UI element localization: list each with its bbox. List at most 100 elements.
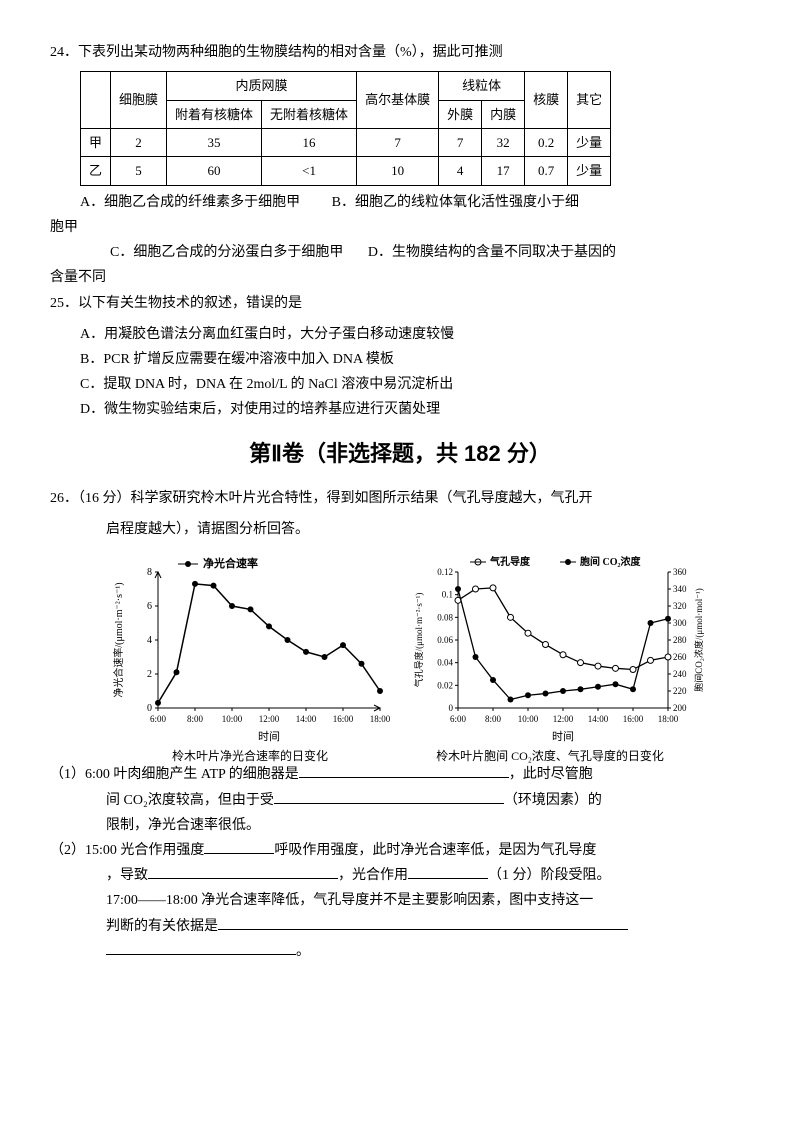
blank[interactable] [106,954,296,955]
sub2-l2a: ，导致 [106,868,148,883]
cell: 4 [439,157,482,185]
q24-opt-d: D．生物膜结构的含量不同取决于基因的 [368,245,616,260]
cell: <1 [262,157,357,185]
chart-1-caption: 柃木叶片净光合速率的日变化 [110,746,390,768]
q26-sub2-line3: 17:00——18:00 净光合速率降低，气孔导度并不是主要影响因素，图中支持这… [106,888,750,913]
svg-text:气孔导度/(μmol·m⁻²·s⁻¹): 气孔导度/(μmol·m⁻²·s⁻¹) [413,593,424,688]
blank[interactable] [408,878,488,879]
q24-options-row2: C．细胞乙合成的分泌蛋白多于细胞甲 D．生物膜结构的含量不同取决于基因的 [110,240,750,265]
cell: 附着有核糖体 [167,100,262,128]
chart-2: 00.020.040.060.080.10.122002202402602803… [410,552,690,752]
svg-text:气孔导度: 气孔导度 [489,555,531,568]
svg-text:320: 320 [673,601,687,611]
chart-2-caption: 柃木叶片胞间 CO₂浓度、气孔导度的日变化 [410,746,690,768]
svg-text:4: 4 [147,635,152,646]
blank[interactable] [204,853,274,854]
blank[interactable] [218,929,628,930]
cell: 高尔基体膜 [357,72,439,129]
cell: 细胞膜 [111,72,167,129]
cell: 0.2 [525,128,568,156]
q24-options-row1: A．细胞乙合成的纤维素多于细胞甲 B．细胞乙的线粒体氧化活性强度小于细 [80,190,750,215]
svg-text:净光合速率: 净光合速率 [203,556,258,570]
svg-text:240: 240 [673,669,687,679]
svg-text:0: 0 [449,703,454,713]
q24-table: 细胞膜 内质网膜 高尔基体膜 线粒体 核膜 其它 附着有核糖体 无附着核糖体 外… [80,71,611,186]
q26-sub1-line2: 间 CO₂浓度较高，但由于受 （环境因素）的 [106,788,750,813]
q26-stem-line2: 启程度越大），请据图分析回答。 [106,517,750,542]
cell: 线粒体 [439,72,525,100]
cell: 2 [111,128,167,156]
cell: 32 [482,128,525,156]
q26-stem-line1: 26．（16 分）科学家研究柃木叶片光合特性，得到如图所示结果（气孔导度越大，气… [50,486,750,511]
svg-text:净光合速率/(μmol·m⁻²·s⁻¹): 净光合速率/(μmol·m⁻²·s⁻¹) [112,583,125,698]
table-row: 细胞膜 内质网膜 高尔基体膜 线粒体 核膜 其它 [81,72,611,100]
svg-text:0.04: 0.04 [437,658,453,668]
sub2-lead: （2）15:00 光合作用强度 [50,843,204,858]
cell: 核膜 [525,72,568,129]
cell: 内膜 [482,100,525,128]
q24-stem: 24．下表列出某动物两种细胞的生物膜结构的相对含量（%），据此可推测 [50,40,750,65]
q26-sub2-line5: 。 [106,939,750,964]
svg-text:360: 360 [673,567,687,577]
svg-text:10:00: 10:00 [518,714,539,724]
svg-text:2: 2 [147,669,152,680]
q26-sub1-line3: 限制，净光合速率很低。 [106,813,750,838]
svg-text:16:00: 16:00 [623,714,644,724]
sub1-l2a: 间 CO₂浓度较高，但由于受 [106,793,274,808]
svg-text:200: 200 [673,703,687,713]
charts-container: 024686:008:0010:0012:0014:0016:0018:00时间… [50,552,750,752]
svg-text:0.12: 0.12 [437,567,453,577]
chart-1: 024686:008:0010:0012:0014:0016:0018:00时间… [110,552,390,752]
sub1-lead: （1）6:00 叶肉细胞产生 ATP 的细胞器是 [50,767,299,782]
q24-opt-c: C．细胞乙合成的分泌蛋白多于细胞甲 [110,245,343,260]
svg-text:0.02: 0.02 [437,681,453,691]
svg-text:8:00: 8:00 [187,714,204,724]
blank[interactable] [148,878,338,879]
cell: 外膜 [439,100,482,128]
blank[interactable] [299,777,509,778]
cell: 无附着核糖体 [262,100,357,128]
cell: 0.7 [525,157,568,185]
svg-text:16:00: 16:00 [333,714,354,724]
q25-stem: 25．以下有关生物技术的叙述，错误的是 [50,291,750,316]
svg-text:胞间 CO₂浓度: 胞间 CO₂浓度 [579,555,641,568]
svg-text:0.06: 0.06 [437,635,453,645]
svg-text:12:00: 12:00 [553,714,574,724]
svg-text:0: 0 [147,703,152,714]
svg-text:220: 220 [673,686,687,696]
blank[interactable] [274,803,504,804]
svg-text:6:00: 6:00 [150,714,167,724]
cell: 5 [111,157,167,185]
cell: 乙 [81,157,111,185]
sub2-l2c: （1 分）阶段受阻。 [488,868,611,883]
svg-text:时间: 时间 [258,730,280,742]
svg-text:340: 340 [673,584,687,594]
cell [81,72,111,129]
q25-opt-c: C．提取 DNA 时，DNA 在 2mol/L 的 NaCl 溶液中易沉淀析出 [80,372,750,397]
sub2-l4: 判断的有关依据是 [106,919,218,934]
svg-text:胞间CO₂浓度/(μmol·mol⁻¹): 胞间CO₂浓度/(μmol·mol⁻¹) [693,589,704,692]
cell: 甲 [81,128,111,156]
q24-opt-a: A．细胞乙合成的纤维素多于细胞甲 [80,195,300,210]
cell: 16 [262,128,357,156]
svg-text:18:00: 18:00 [370,714,390,724]
svg-text:280: 280 [673,635,687,645]
q25-opt-d: D．微生物实验结束后，对使用过的培养基应进行灭菌处理 [80,397,750,422]
svg-text:6:00: 6:00 [450,714,467,724]
cell: 少量 [568,128,611,156]
svg-text:8:00: 8:00 [485,714,502,724]
cell: 10 [357,157,439,185]
svg-text:14:00: 14:00 [588,714,609,724]
cell: 17 [482,157,525,185]
sub1-l2b: （环境因素）的 [504,793,602,808]
svg-text:300: 300 [673,618,687,628]
cell: 60 [167,157,262,185]
svg-text:8: 8 [147,567,152,578]
q25-opt-a: A．用凝胶色谱法分离血红蛋白时，大分子蛋白移动速度较慢 [80,322,750,347]
q24-opt-b-tail: 胞甲 [50,215,750,240]
cell: 少量 [568,157,611,185]
sub1-mid1: ，此时尽管胞 [509,767,593,782]
q24-opt-b: B．细胞乙的线粒体氧化活性强度小于细 [332,195,579,210]
svg-text:260: 260 [673,652,687,662]
sub2-l5: 。 [296,944,310,959]
